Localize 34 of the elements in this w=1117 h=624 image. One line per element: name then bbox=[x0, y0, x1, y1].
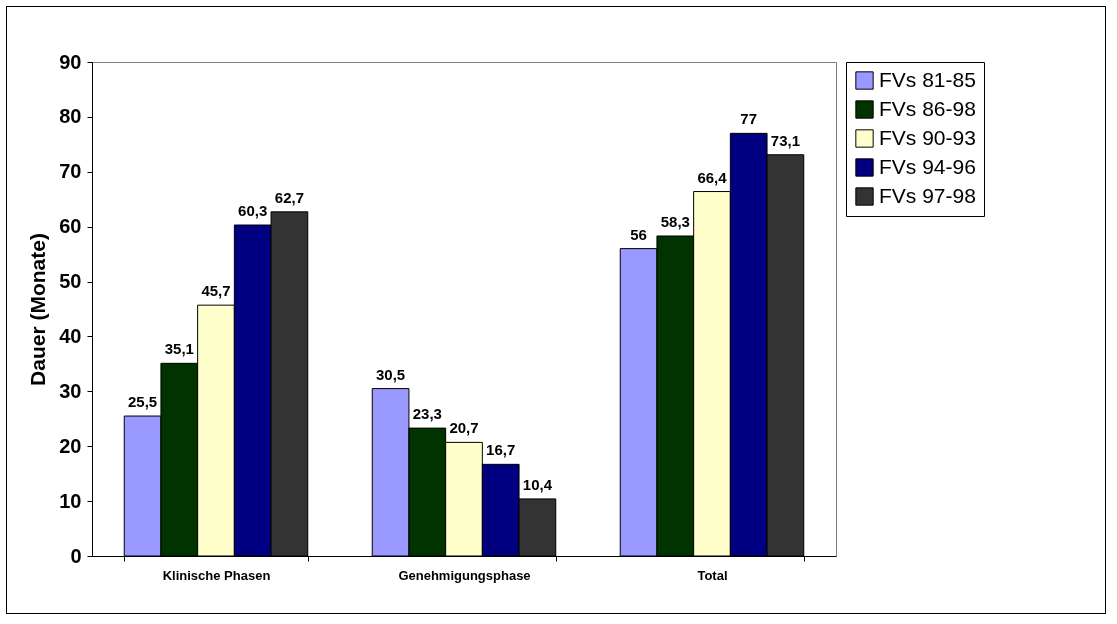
y-tick-label: 90 bbox=[59, 50, 82, 73]
data-label: 10,4 bbox=[522, 475, 553, 493]
data-label: 16,7 bbox=[486, 441, 516, 459]
x-tick-label: Total bbox=[697, 567, 728, 583]
y-tick-label: 20 bbox=[59, 434, 82, 457]
data-label: 45,7 bbox=[201, 282, 231, 300]
data-label: 56 bbox=[630, 225, 647, 243]
data-label: 77 bbox=[740, 110, 758, 128]
data-label: 73,1 bbox=[770, 131, 801, 149]
legend-label: FVs 86-98 bbox=[879, 96, 976, 120]
y-tick-label: 70 bbox=[59, 160, 82, 183]
legend-label: FVs 90-93 bbox=[879, 125, 976, 149]
data-label: 60,3 bbox=[238, 202, 268, 220]
data-label: 58,3 bbox=[660, 213, 690, 230]
y-tick-label: 80 bbox=[59, 105, 82, 128]
legend-label: FVs 81-85 bbox=[879, 67, 976, 91]
data-label: 23,3 bbox=[412, 405, 442, 423]
data-label: 35,1 bbox=[164, 340, 194, 358]
y-tick-label: 40 bbox=[59, 324, 82, 347]
y-tick-label: 0 bbox=[70, 544, 82, 567]
data-label: 66,4 bbox=[697, 168, 728, 186]
y-axis-title: Dauer (Monate) bbox=[26, 233, 50, 386]
data-label: 30,5 bbox=[375, 365, 406, 383]
data-label: 62,7 bbox=[274, 188, 305, 206]
legend-label: FVs 97-98 bbox=[879, 183, 976, 207]
data-label: 20,7 bbox=[449, 419, 479, 437]
x-tick-label: Klinische Phasen bbox=[162, 567, 271, 583]
legend-label: FVs 94-96 bbox=[879, 154, 976, 178]
y-tick-label: 10 bbox=[59, 489, 82, 512]
y-tick-label: 60 bbox=[59, 215, 82, 238]
x-tick-label: Genehmigungsphase bbox=[398, 567, 531, 583]
data-label: 25,5 bbox=[127, 393, 158, 411]
y-tick-label: 30 bbox=[59, 379, 82, 402]
y-tick-label: 50 bbox=[59, 270, 82, 293]
